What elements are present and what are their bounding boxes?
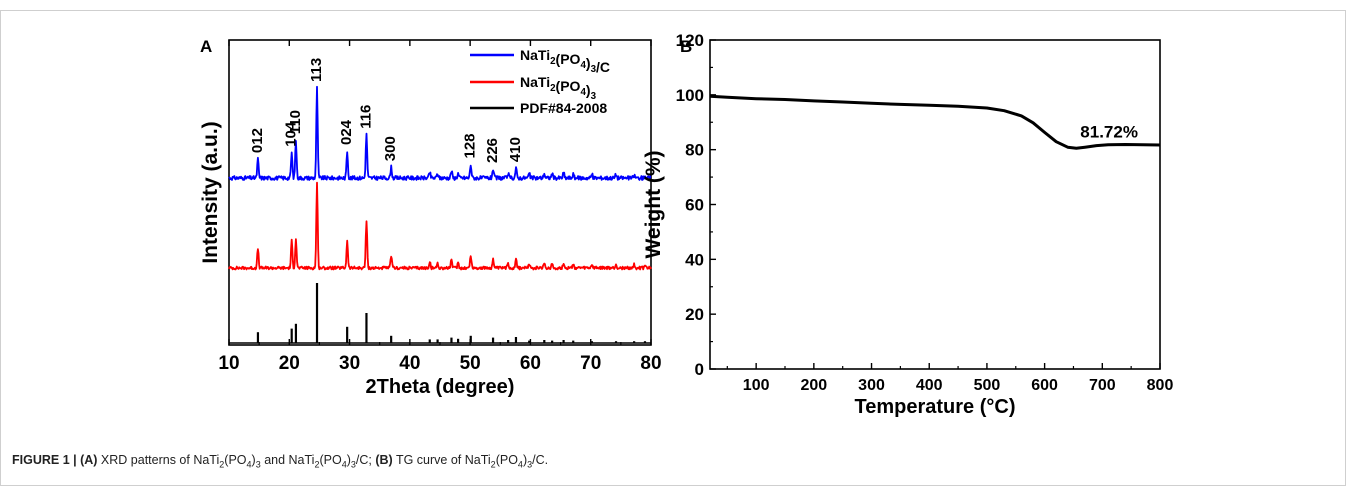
caption-sub: 2 bbox=[314, 459, 320, 470]
xrd-peak-index-label: 110 bbox=[287, 110, 304, 134]
caption-part-a: (A) bbox=[80, 453, 98, 467]
tg-weight-curve bbox=[709, 94, 1161, 150]
tg-x-tick-label: 200 bbox=[800, 377, 827, 394]
caption-sub: 4 bbox=[246, 459, 252, 470]
legend-text-part: ) bbox=[586, 55, 591, 71]
tg-plot-frame bbox=[709, 39, 1161, 370]
caption-text: XRD patterns of NaTi bbox=[97, 453, 220, 467]
tg-y-tick-label: 0 bbox=[695, 360, 704, 379]
tg-panel-label: B bbox=[680, 37, 692, 56]
tg-x-tick-label: 800 bbox=[1147, 377, 1174, 394]
caption-text: ) bbox=[346, 453, 351, 467]
legend-subscript: 3 bbox=[591, 64, 597, 75]
caption-sub: 4 bbox=[341, 459, 347, 470]
legend-subscript: 4 bbox=[580, 87, 586, 98]
tg-x-tick-label: 300 bbox=[858, 377, 885, 394]
caption-text: ) bbox=[522, 453, 528, 467]
tg-y-tick-label: 60 bbox=[685, 196, 704, 215]
xrd-peak-index-label: 300 bbox=[382, 136, 399, 161]
xrd-legend-label: NaTi2(PO4)3/C bbox=[520, 47, 610, 75]
legend-text-part: NaTi bbox=[520, 47, 550, 63]
tg-x-tick-label: 100 bbox=[743, 377, 770, 394]
legend-text-part: (PO bbox=[556, 78, 581, 94]
caption-text: (PO bbox=[319, 453, 342, 467]
xrd-series-line-nati2po43-c bbox=[228, 85, 652, 181]
caption-text: and NaTi bbox=[260, 453, 315, 467]
caption-text: /C; bbox=[355, 453, 376, 467]
tg-y-tick-label: 40 bbox=[685, 250, 704, 269]
tg-y-tick-label: 120 bbox=[676, 31, 704, 50]
xrd-peak-index-label: 113 bbox=[308, 58, 325, 82]
xrd-x-tick-label: 60 bbox=[520, 353, 541, 374]
tg-x-tick-label: 400 bbox=[916, 377, 943, 394]
tg-panel: 100 200 300 400 500 600 700 800 0 20 40 60 80 100 120 T… bbox=[642, 31, 1173, 418]
xrd-peak-index-label: 012 bbox=[249, 128, 266, 153]
caption-text: ) bbox=[251, 453, 256, 467]
xrd-y-axis-label: Intensity (a.u.) bbox=[199, 121, 222, 263]
xrd-x-tick-label: 50 bbox=[460, 353, 481, 374]
caption-sub: 3 bbox=[527, 459, 533, 470]
caption-sub: 3 bbox=[255, 459, 261, 470]
caption-sub: 2 bbox=[219, 459, 225, 470]
caption-sub: 3 bbox=[350, 459, 356, 470]
xrd-x-tick-label: 40 bbox=[399, 353, 420, 374]
xrd-x-tick-label: 70 bbox=[580, 353, 601, 374]
xrd-x-tick-label: 10 bbox=[218, 353, 239, 374]
xrd-x-tick-label: 20 bbox=[279, 353, 300, 374]
legend-subscript: 2 bbox=[550, 56, 556, 67]
xrd-peak-index-label: 226 bbox=[484, 138, 501, 163]
caption-label: FIGURE 1 | bbox=[12, 453, 81, 467]
caption-part-b: (B) bbox=[375, 453, 393, 467]
tg-x-tick-label: 600 bbox=[1031, 377, 1058, 394]
caption-sub: 2 bbox=[490, 459, 496, 470]
xrd-peak-index-label: 116 bbox=[357, 105, 374, 129]
xrd-panel-label: A bbox=[200, 37, 212, 56]
caption-text: (PO bbox=[224, 453, 247, 467]
tg-x-tick-label: 500 bbox=[974, 377, 1001, 394]
tg-x-tick-label: 700 bbox=[1089, 377, 1116, 394]
xrd-peak-index-label: 024 bbox=[338, 119, 355, 145]
tg-y-tick-label: 100 bbox=[676, 86, 704, 105]
xrd-peak-index-label: 410 bbox=[507, 137, 524, 162]
legend-subscript: 3 bbox=[591, 91, 597, 102]
tg-y-tick-label: 20 bbox=[685, 305, 704, 324]
xrd-peak-index-label: 128 bbox=[462, 133, 479, 158]
tg-residual-annotation: 81.72% bbox=[1080, 122, 1138, 141]
legend-text-part: ) bbox=[586, 82, 591, 98]
xrd-x-tick-label: 30 bbox=[339, 353, 360, 374]
legend-text-part: NaTi bbox=[520, 74, 550, 90]
xrd-x-tick-label: 80 bbox=[640, 353, 661, 374]
tg-y-tick-label: 80 bbox=[685, 141, 704, 160]
tg-y-axis-label: Weight (%) bbox=[642, 150, 665, 258]
xrd-peak-index-label: 104 bbox=[283, 121, 300, 147]
figure-frame bbox=[0, 10, 1346, 486]
figure-caption: FIGURE 1 | (A) XRD patterns of NaTi2(PO4… bbox=[12, 453, 548, 470]
xrd-legend-label: NaTi2(PO4)3 bbox=[520, 74, 597, 102]
xrd-series-line-nati2po43 bbox=[228, 181, 652, 271]
legend-text-part: (PO bbox=[556, 51, 581, 67]
caption-text: TG curve of NaTi bbox=[392, 453, 491, 467]
caption-text: /C. bbox=[532, 453, 549, 467]
xrd-panel: 10 20 30 40 50 60 70 80 2Theta (degree) Intensity… bbox=[199, 37, 662, 398]
legend-subscript: 2 bbox=[550, 83, 556, 94]
xrd-legend-label: PDF#84-2008 bbox=[520, 100, 607, 116]
xrd-x-axis-label: 2Theta (degree) bbox=[366, 376, 515, 398]
legend-text-part: /C bbox=[596, 59, 610, 75]
caption-sub: 4 bbox=[517, 459, 523, 470]
caption-text: (PO bbox=[495, 453, 518, 467]
tg-x-axis-label: Temperature (°C) bbox=[855, 396, 1016, 418]
legend-subscript: 4 bbox=[580, 60, 586, 71]
